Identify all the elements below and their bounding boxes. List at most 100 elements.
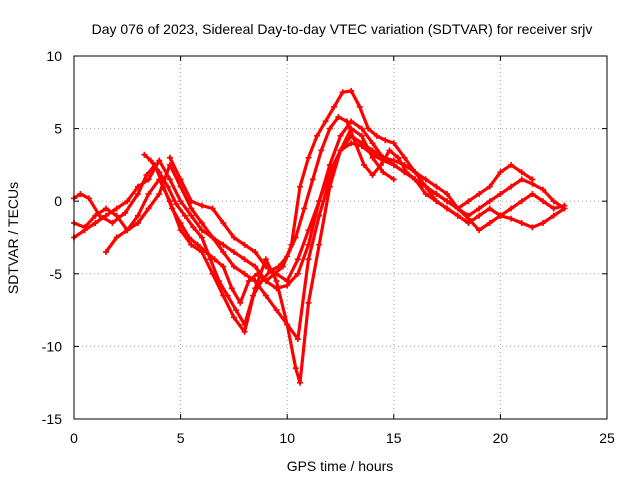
data-point-marker	[156, 176, 163, 183]
data-point-marker	[444, 190, 451, 197]
data-point-marker	[102, 205, 109, 212]
data-point-marker	[173, 201, 180, 208]
data-point-marker	[331, 103, 338, 110]
data-point-marker	[220, 241, 227, 248]
data-point-marker	[529, 224, 536, 231]
data-point-marker	[220, 263, 227, 270]
data-point-marker	[386, 147, 393, 154]
data-point-marker	[230, 263, 237, 270]
data-point-marker	[497, 169, 504, 176]
data-point-marker	[296, 379, 303, 386]
data-point-marker	[230, 314, 237, 321]
data-point-marker	[422, 183, 429, 190]
data-point-marker	[166, 176, 173, 183]
data-point-marker	[284, 278, 291, 285]
data-point-marker	[529, 176, 536, 183]
data-point-marker	[358, 143, 365, 150]
data-point-marker	[284, 321, 291, 328]
data-point-marker	[198, 249, 205, 256]
data-point-marker	[122, 209, 129, 216]
data-point-marker	[207, 256, 214, 263]
data-point-marker	[301, 205, 308, 212]
series-track-e	[141, 113, 536, 328]
data-point-marker	[380, 169, 387, 176]
data-point-marker	[518, 219, 525, 226]
data-point-marker	[390, 176, 397, 183]
data-point-marker	[262, 256, 269, 263]
data-point-marker	[294, 336, 301, 343]
data-point-marker	[305, 154, 312, 161]
data-point-marker	[318, 147, 325, 154]
data-point-marker	[273, 278, 280, 285]
y-tick-label: -5	[50, 266, 63, 282]
data-point-marker	[518, 169, 525, 176]
data-point-marker	[352, 140, 359, 147]
data-point-marker	[356, 103, 363, 110]
data-point-marker	[529, 190, 536, 197]
data-point-marker	[177, 227, 184, 234]
data-point-marker	[220, 249, 227, 256]
data-point-marker	[476, 227, 483, 234]
data-point-marker	[401, 154, 408, 161]
data-point-marker	[358, 125, 365, 132]
data-point-marker	[224, 292, 231, 299]
data-point-marker	[540, 186, 547, 193]
x-tick-label: 10	[279, 430, 295, 446]
data-point-marker	[486, 198, 493, 205]
data-point-marker	[395, 154, 402, 161]
data-point-marker	[102, 212, 109, 219]
data-point-marker	[369, 154, 376, 161]
data-point-marker	[134, 212, 141, 219]
data-point-marker	[335, 113, 342, 120]
data-point-marker	[550, 212, 557, 219]
data-point-marker	[156, 157, 163, 164]
data-point-marker	[373, 132, 380, 139]
data-point-marker	[188, 241, 195, 248]
data-point-marker	[124, 227, 131, 234]
data-point-marker	[369, 140, 376, 147]
data-point-marker	[198, 219, 205, 226]
data-point-marker	[113, 234, 120, 241]
series-line	[168, 127, 396, 283]
data-point-marker	[166, 154, 173, 161]
x-tick-label: 20	[493, 430, 509, 446]
data-point-marker	[215, 278, 222, 285]
series-track-d	[102, 140, 461, 386]
data-point-marker	[292, 365, 299, 372]
data-point-marker	[292, 234, 299, 241]
data-point-marker	[497, 190, 504, 197]
data-point-marker	[237, 299, 244, 306]
series-line	[142, 115, 535, 327]
data-point-marker	[339, 89, 346, 96]
y-tick-label: -10	[42, 338, 62, 354]
y-axis-label: SDTVAR / TECUs	[5, 182, 21, 294]
data-point-marker	[444, 205, 451, 212]
data-point-marker	[145, 190, 152, 197]
data-point-marker	[209, 234, 216, 241]
data-point-marker	[412, 176, 419, 183]
data-point-marker	[145, 205, 152, 212]
data-point-marker	[444, 198, 451, 205]
y-tick-label: 0	[54, 193, 62, 209]
data-point-marker	[113, 205, 120, 212]
data-point-marker	[198, 227, 205, 234]
data-point-marker	[412, 169, 419, 176]
data-point-marker	[508, 183, 515, 190]
data-point-marker	[81, 224, 88, 231]
x-tick-label: 25	[599, 430, 615, 446]
x-tick-label: 15	[386, 430, 402, 446]
data-point-marker	[433, 190, 440, 197]
series-track-f	[166, 125, 397, 285]
data-point-marker	[316, 241, 323, 248]
data-point-marker	[326, 125, 333, 132]
data-point-marker	[403, 169, 410, 176]
data-point-marker	[109, 219, 116, 226]
data-point-marker	[508, 205, 515, 212]
data-point-marker	[294, 270, 301, 277]
data-point-marker	[382, 137, 389, 144]
data-point-marker	[181, 212, 188, 219]
data-point-marker	[134, 219, 141, 226]
data-point-marker	[147, 157, 154, 164]
data-point-marker	[188, 212, 195, 219]
